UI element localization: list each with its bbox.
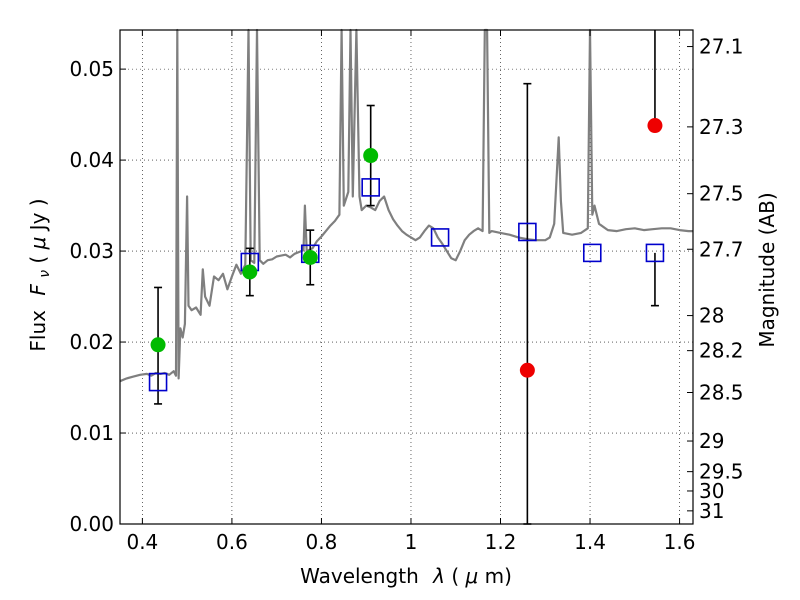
y-axis-label-unit-mu: μ	[26, 237, 50, 251]
y-tick-label: 0.02	[69, 330, 114, 354]
y-axis-label-text: Flux	[26, 310, 50, 352]
x-axis-label-unit-mu: μ	[465, 564, 479, 588]
x-tick-label: 1	[405, 530, 418, 554]
magnitude-tick-label: 30	[699, 479, 724, 503]
upper-limit-point	[647, 118, 663, 134]
x-tick-label: 0.6	[216, 530, 248, 554]
detection-point	[150, 337, 166, 353]
x-axis-label-text: Wavelength	[300, 564, 419, 588]
detection-point	[363, 148, 379, 164]
detection-point	[242, 264, 258, 280]
y-tick-label: 0.04	[69, 148, 114, 172]
model-point	[582, 243, 602, 263]
detection-point	[302, 249, 318, 265]
magnitude-tick-label: 29	[699, 429, 724, 453]
y-axis-label-unit-open: (	[26, 249, 50, 263]
x-tick-label: 1.2	[485, 530, 517, 554]
x-tick-label: 0.8	[306, 530, 338, 554]
model-point	[148, 372, 168, 392]
model-point	[518, 222, 537, 242]
x-axis-label-unit-close: m)	[485, 564, 512, 588]
upper-limit-point	[519, 362, 535, 378]
x-tick-label: 0.4	[126, 530, 158, 554]
y-axis-label: Flux F ν ( μ Jy )	[26, 198, 54, 351]
magnitude-tick-label: 31	[699, 499, 724, 523]
model-point	[645, 243, 665, 263]
magnitude-tick-label: 28.5	[699, 380, 744, 404]
magnitude-axis-label: Magnitude (AB)	[755, 192, 779, 347]
x-axis-label: Wavelength λ ( μ m)	[300, 564, 512, 588]
model-point	[430, 228, 450, 247]
x-axis-ticks: 0.4 0.6 0.8 1 1.2 1.4 1.6	[126, 30, 695, 554]
y-axis-ticks: 0.00 0.01 0.02 0.03 0.04 0.05	[69, 57, 126, 536]
y-tick-label: 0.00	[69, 512, 114, 536]
y-tick-label: 0.01	[69, 421, 114, 445]
magnitude-tick-label: 29.5	[699, 460, 744, 484]
y-tick-label: 0.05	[69, 57, 114, 81]
x-axis-label-symbol: λ	[432, 564, 445, 588]
magnitude-tick-label: 27.7	[699, 237, 744, 261]
x-tick-label: 1.4	[574, 530, 606, 554]
magnitude-tick-label: 27.1	[699, 35, 744, 59]
magnitude-tick-label: 28.2	[699, 339, 744, 363]
magnitude-tick-label: 28	[699, 304, 724, 328]
magnitude-tick-label: 27.3	[699, 115, 744, 139]
model-point	[361, 178, 380, 197]
plot-frame	[119, 29, 694, 525]
magnitude-tick-label: 27.5	[699, 182, 744, 206]
y-tick-label: 0.03	[69, 239, 114, 263]
y-axis-label-symbol: F	[26, 284, 50, 296]
x-tick-label: 1.6	[664, 530, 696, 554]
detection-points	[150, 118, 663, 378]
y-axis-label-subscript: ν	[37, 270, 53, 278]
x-axis-label-unit-open: (	[451, 564, 459, 588]
y-axis-label-unit-close: Jy )	[26, 198, 50, 232]
